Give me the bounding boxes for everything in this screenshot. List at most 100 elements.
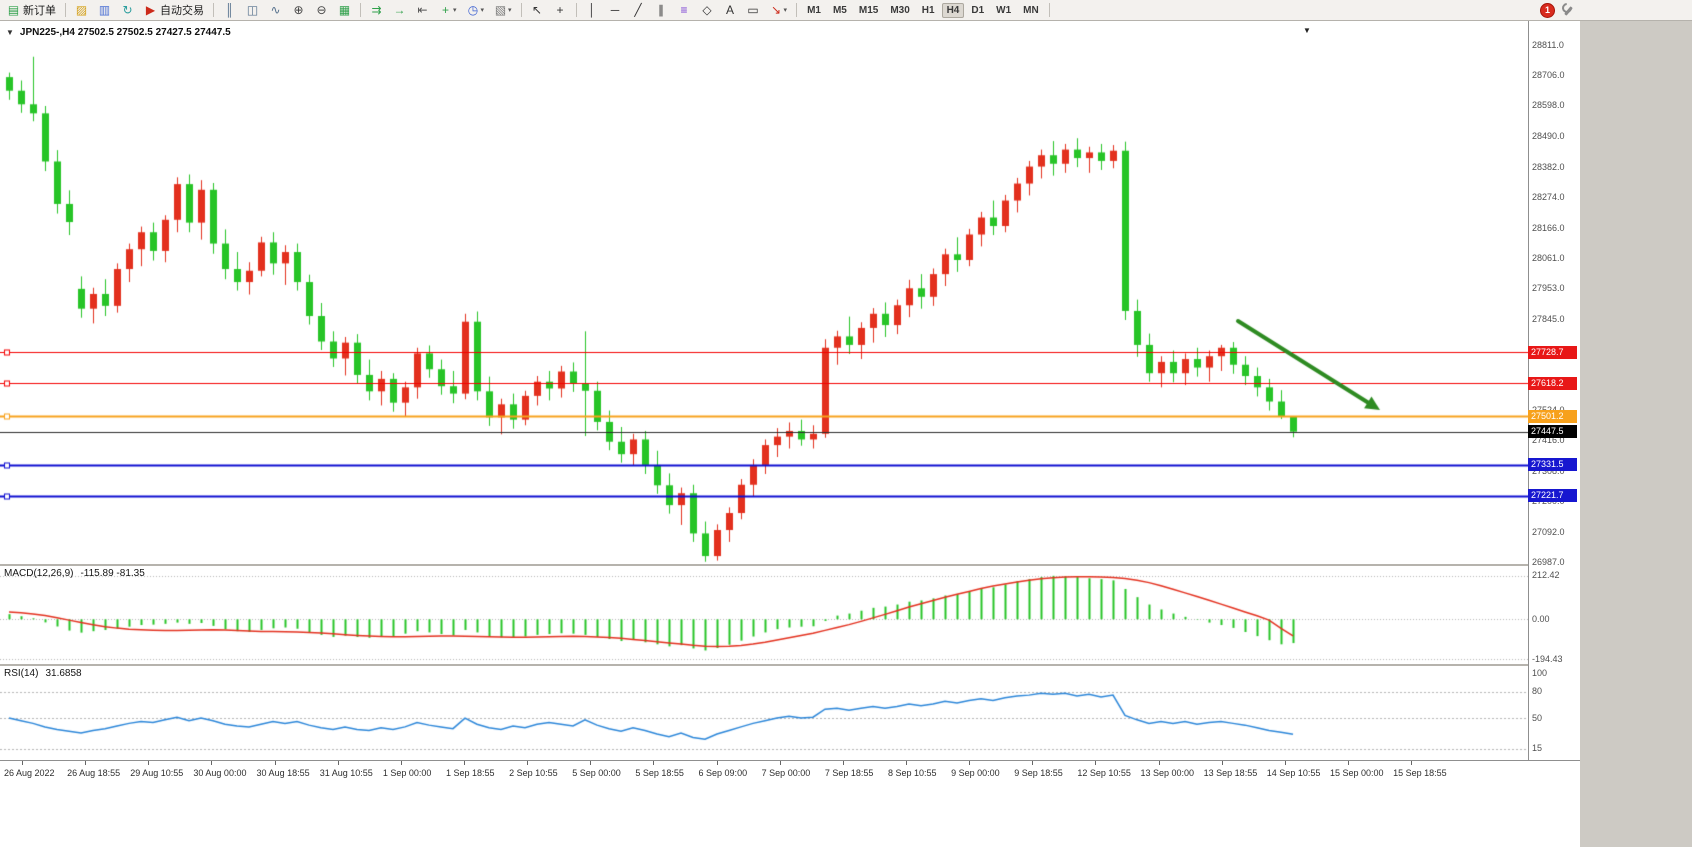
toolbar-groups: ▤ 新订单 ▨ ▥ ↻ ▶ 自动交易 ║ ◫ ∿ ⊕ ⊖ ▦ ⇉ → ⇤ + ▾ ◷ ▾ ▧ ▾ ↖ + │ ─ ╱ ∥ ≡ ◇ A ▭ ↘ ▾ M… [0, 0, 1054, 20]
zoom-out-icon: ⊖ [316, 2, 327, 17]
one-click-trading-arrow-icon[interactable]: ▼ [6, 28, 14, 37]
time-tick [148, 761, 150, 765]
rsi-panel-canvas[interactable] [0, 666, 1528, 760]
price-tick-label: 27416.0 [1532, 435, 1565, 446]
price-tick-label: 28166.0 [1532, 222, 1565, 233]
dropdown-arrow-icon: ▾ [453, 7, 457, 14]
line-chart-button[interactable]: ∿ [265, 1, 286, 20]
time-tick [590, 761, 592, 765]
autotrading-button[interactable]: ▶ 自动交易 [140, 1, 208, 20]
main-chart-canvas[interactable] [0, 29, 1528, 564]
toolbar-separator [1048, 3, 1050, 17]
templates-icon: ▧ [494, 2, 507, 17]
price-tick-label: 28706.0 [1532, 69, 1565, 80]
zoom-in-button[interactable]: ⊕ [288, 1, 309, 20]
periods-button[interactable]: ◷ ▾ [463, 1, 489, 20]
chart-shift-button[interactable]: ⇤ [412, 1, 433, 20]
scroll-anchor-icon[interactable]: ▼ [1303, 26, 1311, 35]
price-tick-label: 26987.0 [1532, 556, 1565, 567]
price-tick-label: 28274.0 [1532, 192, 1565, 203]
time-label: 31 Aug 10:55 [319, 768, 373, 778]
time-label: 13 Sep 18:55 [1203, 768, 1258, 778]
time-tick [400, 761, 402, 765]
trendline-button[interactable]: ╱ [628, 1, 649, 20]
step-forward-icon: ⇉ [371, 2, 382, 17]
time-label: 26 Aug 18:55 [67, 768, 121, 778]
chart-profiles-icon: ▨ [75, 2, 88, 17]
zoom-out-button[interactable]: ⊖ [311, 1, 332, 20]
cursor-icon: ↖ [532, 2, 543, 17]
time-label: 2 Sep 10:55 [509, 768, 558, 778]
macd-axis-label: -194.43 [1532, 653, 1563, 664]
vertical-line-icon: │ [588, 2, 596, 17]
price-badge: 27331.5 [1528, 458, 1577, 471]
notification-badge[interactable]: 1 [1540, 2, 1555, 18]
timeframe-m15-button[interactable]: M15 [858, 4, 879, 16]
text-icon: A [726, 2, 735, 17]
toolbar-separator [575, 3, 577, 17]
toolbar-right: 1 [1540, 0, 1574, 20]
vertical-line-button[interactable]: │ [582, 1, 603, 20]
time-label: 5 Sep 18:55 [635, 768, 684, 778]
auto-scroll-button[interactable]: → [389, 1, 410, 20]
macd-axis-label: 212.42 [1532, 570, 1560, 581]
time-axis[interactable]: 26 Aug 2022 26 Aug 18:55 29 Aug 10:55 30 Au… [0, 760, 1580, 791]
line-chart-icon: ∿ [270, 2, 281, 17]
wrench-icon[interactable] [1560, 3, 1574, 18]
price-axis[interactable]: 28811.0 28706.0 28598.0 28490.0 28382.0 28274… [1528, 21, 1580, 760]
candlestick-chart-button[interactable]: ◫ [242, 1, 263, 20]
indicators-icon: + [441, 2, 449, 17]
step-forward-button[interactable]: ⇉ [366, 1, 387, 20]
timeframe-mn-button[interactable]: MN [1023, 4, 1039, 16]
macd-panel-canvas[interactable] [0, 566, 1528, 664]
price-tick-label: 27953.0 [1532, 283, 1565, 294]
timeframe-h1-button[interactable]: H1 [921, 4, 935, 16]
timeframe-m30-button[interactable]: M30 [890, 4, 910, 16]
rsi-panel-title: RSI(14) 31.6858 [4, 668, 82, 679]
trendline-icon: ╱ [634, 2, 642, 17]
periods-icon: ◷ [467, 2, 479, 17]
new-order-button-label: 新订单 [23, 5, 56, 17]
refresh-button[interactable]: ↻ [117, 1, 138, 20]
macd-panel-separator[interactable] [0, 564, 1580, 566]
autotrading-icon: ▶ [145, 2, 156, 17]
market-watch-icon: ▥ [98, 2, 111, 17]
new-order-button[interactable]: ▤ 新订单 [3, 1, 60, 20]
time-tick [85, 761, 87, 765]
label-button[interactable]: ▭ [743, 1, 764, 20]
rsi-axis-label: 50 [1532, 712, 1543, 723]
timeframe-h4-button[interactable]: H4 [941, 2, 965, 18]
autotrading-button-label: 自动交易 [160, 5, 204, 17]
indicators-button[interactable]: + ▾ [435, 1, 461, 20]
arrows-button[interactable]: ↘ ▾ [766, 1, 792, 20]
channel-button[interactable]: ∥ [651, 1, 672, 20]
timeframe-d1-button[interactable]: D1 [971, 4, 985, 16]
timeframe-w1-button[interactable]: W1 [996, 4, 1012, 16]
rsi-title: RSI(14) [4, 668, 39, 679]
timeframe-m5-button[interactable]: M5 [832, 4, 847, 16]
toolbar-separator [65, 3, 66, 17]
dropdown-arrow-icon: ▾ [508, 7, 512, 14]
bar-chart-button[interactable]: ║ [219, 1, 240, 20]
cursor-button[interactable]: ↖ [527, 1, 548, 20]
chart-profiles-button[interactable]: ▨ [71, 1, 92, 20]
market-watch-button[interactable]: ▥ [94, 1, 115, 20]
crosshair-button[interactable]: + [550, 1, 571, 20]
shapes-button[interactable]: ◇ [697, 1, 718, 20]
templates-button[interactable]: ▧ ▾ [490, 1, 516, 20]
rsi-panel-separator[interactable] [0, 664, 1580, 666]
time-label: 9 Sep 18:55 [1014, 768, 1063, 778]
chart-window: ▼ JPN225-,H4 27502.5 27502.5 27427.5 274… [0, 21, 1580, 847]
fibonacci-icon: ≡ [680, 2, 688, 17]
rsi-axis-label: 15 [1532, 743, 1543, 754]
text-button[interactable]: A [720, 1, 741, 20]
toolbar: ▤ 新订单 ▨ ▥ ↻ ▶ 自动交易 ║ ◫ ∿ ⊕ ⊖ ▦ ⇉ → ⇤ + ▾ ◷ ▾ ▧ ▾ ↖ + │ ─ ╱ ∥ ≡ ◇ A ▭ ↘ ▾ M… [0, 0, 1692, 21]
tile-windows-icon: ▦ [338, 2, 351, 17]
time-tick [1221, 761, 1223, 765]
horizontal-line-button[interactable]: ─ [605, 1, 626, 20]
fibonacci-button[interactable]: ≡ [674, 1, 695, 20]
timeframe-m1-button[interactable]: M1 [807, 4, 821, 16]
macd-title: MACD(12,26,9) [4, 568, 74, 579]
tile-windows-button[interactable]: ▦ [334, 1, 355, 20]
toolbar-separator [213, 3, 214, 17]
